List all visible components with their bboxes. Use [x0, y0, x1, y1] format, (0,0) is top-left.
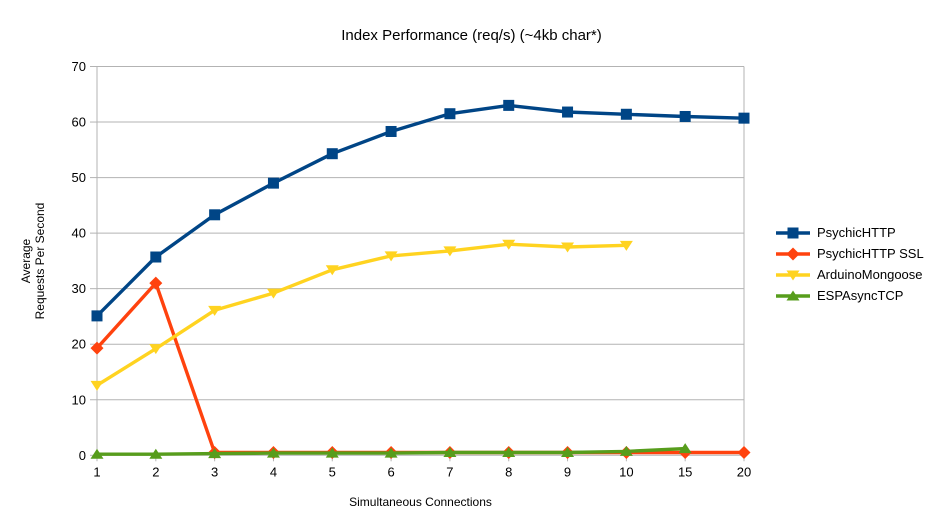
y-tick-label: 60 [72, 115, 86, 130]
data-point-triangle-up-icon [90, 448, 104, 459]
data-point-triangle-up-icon [678, 443, 692, 454]
data-point-triangle-up-icon [325, 447, 339, 458]
y-tick-label: 10 [72, 392, 86, 407]
data-point-triangle-down-icon [619, 240, 633, 251]
data-point-square-icon [787, 227, 799, 239]
data-point-square-icon [620, 108, 632, 120]
data-point-triangle-up-icon [561, 447, 575, 458]
series-psychichttp [91, 99, 750, 322]
data-point-triangle-down-icon [502, 239, 516, 250]
data-point-triangle-down-icon [561, 242, 575, 253]
y-tick-label: 30 [72, 281, 86, 296]
data-point-square-icon [326, 148, 338, 160]
data-point-square-icon [444, 108, 456, 120]
chart-title: Index Performance (req/s) (~4kb char*) [341, 27, 602, 44]
series-psychichttp-ssl [90, 276, 751, 460]
data-point-square-icon [679, 110, 691, 122]
x-tick-label: 1 [93, 464, 100, 479]
x-tick-label: 3 [211, 464, 218, 479]
data-point-diamond-icon [737, 446, 751, 460]
data-point-triangle-down-icon [786, 270, 800, 281]
data-point-triangle-up-icon [619, 445, 633, 456]
legend-label: ArduinoMongoose [817, 267, 923, 282]
data-point-square-icon [91, 310, 103, 322]
data-point-triangle-down-icon [325, 265, 339, 276]
legend-label: PsychicHTTP SSL [817, 246, 924, 261]
data-point-square-icon [503, 99, 515, 111]
data-point-triangle-up-icon [443, 447, 457, 458]
data-point-square-icon [738, 112, 750, 124]
x-tick-label: 8 [505, 464, 512, 479]
data-point-triangle-up-icon [149, 448, 163, 459]
data-point-square-icon [562, 106, 574, 118]
y-tick-label: 50 [72, 170, 86, 185]
data-point-triangle-up-icon [208, 448, 222, 459]
data-point-square-icon [267, 177, 279, 189]
x-tick-label: 7 [446, 464, 453, 479]
y-axis-title-line1: Average [19, 238, 33, 284]
data-point-square-icon [150, 251, 162, 263]
data-point-triangle-up-icon [786, 290, 800, 301]
data-point-diamond-icon [90, 341, 104, 355]
legend-item-psychichttp: PsychicHTTP [775, 224, 924, 242]
legend-label: ESPAsyncTCP [817, 288, 904, 303]
data-point-triangle-down-icon [149, 344, 163, 355]
data-point-triangle-down-icon [443, 246, 457, 257]
series-espasynctcp [90, 443, 692, 459]
data-point-triangle-up-icon [384, 447, 398, 458]
data-point-triangle-up-icon [502, 447, 516, 458]
data-point-square-icon [385, 125, 397, 137]
x-axis-title: Simultaneous Connections [349, 495, 492, 509]
legend-label: PsychicHTTP [817, 225, 896, 240]
gridlines [97, 66, 744, 401]
x-tick-label: 6 [387, 464, 394, 479]
legend-item-psychichttp-ssl: PsychicHTTP SSL [775, 245, 924, 263]
data-point-triangle-down-icon [208, 305, 222, 316]
legend-marker-icon [776, 227, 810, 239]
series-arduinomongoose [90, 239, 633, 391]
x-tick-label: 20 [737, 464, 751, 479]
data-point-square-icon [209, 209, 221, 221]
x-tick-label: 15 [678, 464, 692, 479]
legend-marker-icon [776, 270, 810, 281]
legend: PsychicHTTP PsychicHTTP SSL ArduinoMongoos… [775, 224, 924, 305]
legend-marker-icon [776, 247, 810, 261]
data-point-diamond-icon [149, 276, 163, 290]
x-tick-label: 9 [564, 464, 571, 479]
data-point-triangle-up-icon [266, 447, 280, 458]
y-tick-label: 0 [79, 448, 86, 463]
legend-item-arduinomongoose: ArduinoMongoose [775, 266, 924, 284]
y-axis-title-line2: Requests Per Second [33, 202, 47, 320]
data-point-triangle-down-icon [384, 251, 398, 262]
y-tick-label: 70 [72, 59, 86, 74]
data-point-diamond-icon [786, 247, 800, 261]
y-axis-title: Average Requests Per Second [19, 161, 47, 361]
legend-item-espasynctcp: ESPAsyncTCP [775, 287, 924, 305]
x-tick-label: 5 [329, 464, 336, 479]
legend-marker-icon [776, 290, 810, 301]
x-tick-label: 2 [152, 464, 159, 479]
data-point-triangle-down-icon [90, 380, 104, 391]
data-point-triangle-down-icon [266, 288, 280, 299]
x-tick-label: 10 [619, 464, 633, 479]
y-tick-label: 40 [72, 226, 86, 241]
y-tick-label: 20 [72, 337, 86, 352]
x-tick-label: 4 [270, 464, 277, 479]
